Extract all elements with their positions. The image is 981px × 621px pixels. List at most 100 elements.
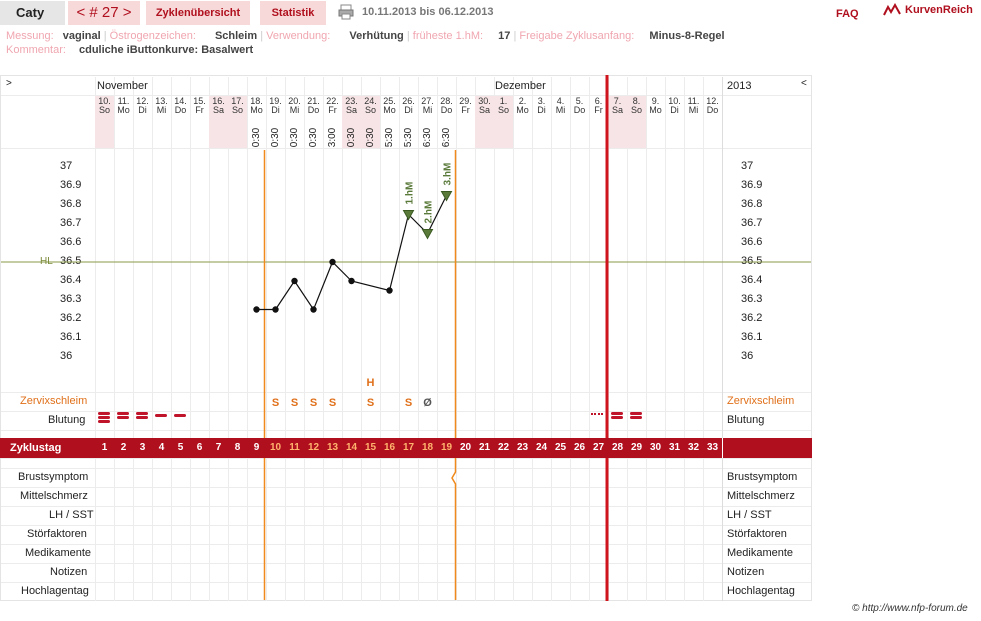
- hm-label: früheste 1.hM:: [412, 30, 484, 42]
- hm-label: 1.hM: [405, 182, 416, 205]
- grid-hline: [1, 525, 811, 526]
- verwendung-value: Verhütung: [349, 30, 404, 42]
- oestrogen-label: Östrogenzeichen:: [109, 30, 196, 42]
- day-weekday: Di: [537, 105, 546, 115]
- day-weekday: Mo: [516, 105, 529, 115]
- day-weekday: Di: [138, 105, 147, 115]
- day-date: 1.: [499, 96, 508, 106]
- temperature-point: [310, 306, 317, 313]
- info-line-1: Messung: vaginal | Östrogenzeichen: Schl…: [6, 30, 725, 42]
- temp-label-right: 36.7: [741, 217, 763, 229]
- day-date: 7.: [613, 96, 622, 106]
- verwendung-label: Verwendung:: [266, 30, 331, 42]
- day-date: 10.: [668, 96, 681, 106]
- day-weekday: Mo: [117, 105, 130, 115]
- bleeding-mark: [98, 420, 110, 423]
- hl-label-left: HL: [40, 256, 53, 267]
- row-label-mittel: Mittelschmerz: [20, 490, 88, 502]
- day-header: 20. Mi: [285, 96, 304, 148]
- day-date: 27.: [421, 96, 434, 106]
- cycle-day-number: 23: [516, 442, 529, 453]
- temp-label-right: 36: [741, 350, 754, 362]
- row-label-stoer: Störfaktoren: [27, 528, 87, 540]
- grid-vline: [285, 77, 286, 601]
- temp-label-right: 36.5: [741, 255, 763, 267]
- cycle-day-number: 10: [269, 442, 282, 453]
- cycle-day-number: 3: [139, 442, 146, 453]
- day-header: 24. So: [361, 96, 380, 148]
- day-weekday: Mi: [289, 105, 300, 115]
- faq-link[interactable]: FAQ: [836, 8, 859, 20]
- temp-label-left: 36.5: [60, 255, 82, 267]
- row-label-zyklustag: Zyklustag: [10, 442, 62, 454]
- grid-vline: [665, 77, 666, 601]
- higher-temp-marker: [421, 229, 434, 240]
- day-date: 9.: [651, 96, 660, 106]
- day-date: 25.: [383, 96, 396, 106]
- temp-label-left: 36.3: [60, 293, 82, 305]
- next-arrow[interactable]: <: [801, 78, 807, 89]
- cycle-navigator[interactable]: < # 27 >: [68, 1, 140, 25]
- row-label-mittel-right: Mittelschmerz: [727, 490, 795, 502]
- cycle-day-number: 31: [668, 442, 681, 453]
- cycle-day-number: 7: [215, 442, 222, 453]
- messung-value: vaginal: [62, 30, 101, 42]
- grid-hline: [1, 95, 811, 96]
- cycle-day-number: 29: [630, 442, 643, 453]
- tab-statistics[interactable]: Statistik: [260, 1, 326, 25]
- temperature-point: [291, 277, 298, 285]
- tab-cycle-overview[interactable]: Zyklenübersicht: [146, 1, 250, 25]
- temp-label-left: 36.2: [60, 312, 82, 324]
- day-weekday: Di: [670, 105, 679, 115]
- info-line-2: Kommentar: cduliche iButtonkurve: Basalw…: [6, 44, 253, 56]
- day-header: 22. Fr: [323, 96, 342, 148]
- cervix-mark: S: [366, 397, 375, 409]
- cycle-day-number: 17: [402, 442, 415, 453]
- row-label-stoer-right: Störfaktoren: [727, 528, 787, 540]
- day-weekday: Mi: [688, 105, 699, 115]
- grid-vline: [190, 77, 191, 601]
- temp-label-right: 36.9: [741, 179, 763, 191]
- grid-vline: [703, 77, 704, 601]
- day-weekday: Sa: [478, 105, 490, 115]
- cycle-day-number: 11: [289, 442, 300, 453]
- bleeding-mark: [98, 416, 110, 419]
- bleeding-mark: [117, 416, 129, 419]
- day-date: 29.: [459, 96, 472, 106]
- day-header: 10. Di: [665, 96, 684, 148]
- grid-vline: [152, 77, 153, 601]
- prev-arrow[interactable]: >: [6, 78, 12, 89]
- row-label-notizen: Notizen: [50, 566, 88, 578]
- freigabe-value: Minus-8-Regel: [649, 30, 725, 42]
- grid-vline: [342, 77, 343, 601]
- day-header: 27. Mi: [418, 96, 437, 148]
- cycle-day-number: 20: [459, 442, 472, 453]
- print-icon[interactable]: [338, 4, 354, 20]
- grid-hline: [1, 458, 811, 459]
- cycle-row-separator: [722, 438, 723, 458]
- day-header: 8. So: [627, 96, 646, 148]
- cycle-day-number: 19: [440, 442, 453, 453]
- grid-vline: [304, 77, 305, 601]
- user-name: Caty: [0, 1, 65, 25]
- day-weekday: Do: [440, 105, 453, 115]
- higher-temp-marker: [402, 210, 415, 221]
- day-date: 4.: [556, 96, 565, 106]
- cycle-day-number: 18: [421, 442, 434, 453]
- bleeding-mark: [174, 414, 186, 417]
- cycle-day-number: 24: [535, 442, 548, 453]
- day-date: 2.: [518, 96, 527, 106]
- grid-vline: [684, 77, 685, 601]
- day-date: 10.: [98, 96, 111, 106]
- day-weekday: Mi: [156, 105, 167, 115]
- day-header: 4. Mi: [551, 96, 570, 148]
- row-label-lh: LH / SST: [49, 509, 94, 521]
- grid-vline: [95, 77, 96, 601]
- temp-label-left: 36.6: [60, 236, 82, 248]
- cycle-day-number: 9: [253, 442, 260, 453]
- temp-label-right: 36.6: [741, 236, 763, 248]
- day-header: 1. So: [494, 96, 513, 148]
- logo-text[interactable]: KurvenReich: [905, 4, 973, 16]
- day-weekday: Do: [706, 105, 719, 115]
- day-date: 22.: [326, 96, 339, 106]
